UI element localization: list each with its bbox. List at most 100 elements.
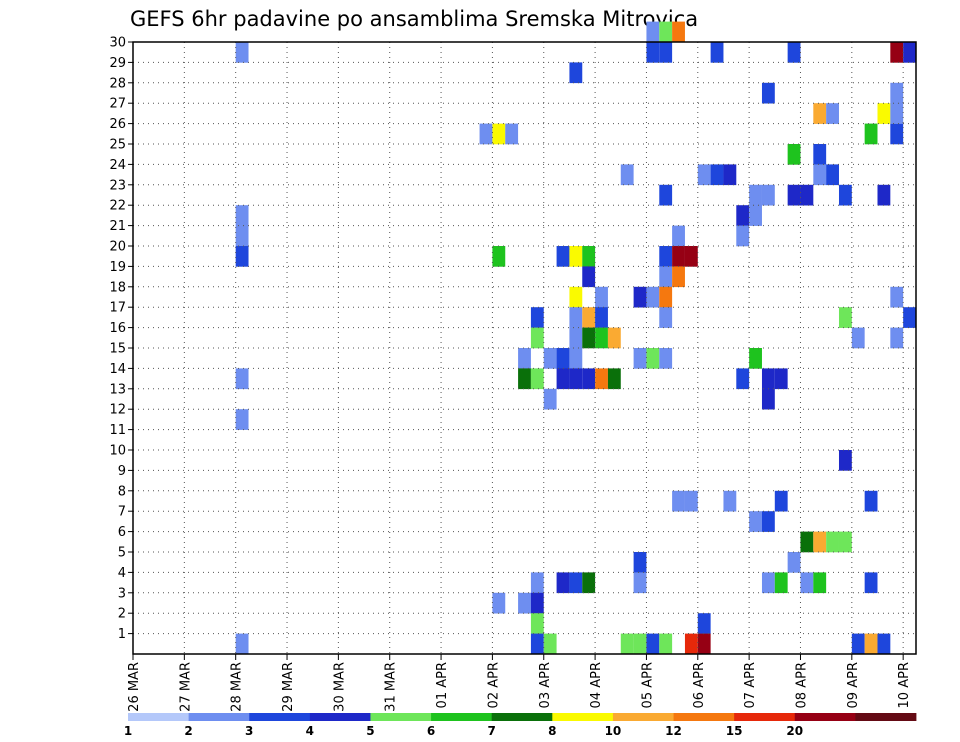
y-tick-label: 15 [109,342,126,357]
cell [903,307,916,328]
colorbar-label: 1 [124,724,132,738]
x-tick-label: 02 APR [486,662,501,708]
colorbar-label: 10 [605,724,622,738]
cell [659,184,673,206]
cell [646,42,660,63]
cell [646,286,660,308]
colorbar-label: 20 [786,724,803,738]
y-tick-label: 12 [109,403,126,418]
cell [492,246,506,267]
y-tick-labels: 1234567891011121314151617181920212223242… [109,36,133,642]
y-tick-label: 22 [109,199,126,214]
y-tick-label: 8 [118,484,126,499]
cell [813,103,827,124]
colorbar-label: 5 [366,724,374,738]
cell [890,42,904,63]
y-tick-label: 27 [109,97,126,112]
cell [530,368,544,390]
cell [569,246,583,267]
cell [749,205,762,226]
cell [518,592,531,614]
x-tick-label: 10 APR [897,662,912,708]
cell [659,348,673,369]
cell [761,511,775,532]
y-tick-label: 11 [109,423,126,438]
cell [659,21,673,43]
cell [582,368,596,390]
colorbar-swatch [794,713,856,721]
y-tick-label: 24 [109,158,126,173]
cell [697,613,711,634]
y-tick-label: 28 [109,76,126,91]
cell [235,409,249,430]
cell [723,164,737,186]
y-tick-label: 25 [109,138,126,153]
cell [684,633,698,655]
cell [530,572,544,594]
cell [903,42,916,63]
cell [813,164,827,186]
colorbar-label: 8 [548,724,556,738]
x-tick-label: 06 APR [692,662,707,708]
cell [787,552,801,573]
y-tick-label: 9 [118,464,126,479]
cell [813,572,827,594]
cell [684,490,698,512]
cell [761,388,775,410]
colorbar-label: 4 [306,724,314,738]
y-tick-label: 10 [109,444,126,459]
y-tick-label: 17 [109,301,126,316]
cell [890,82,904,104]
cell [582,307,596,328]
cell [595,307,608,328]
x-tick-labels: 26 MAR 27 MAR 28 MAR 29 MAR 30 MAR 31 MAR 01 A… [127,654,912,712]
cell [659,246,673,267]
cell [761,368,775,390]
cell [761,82,775,104]
cell [235,633,249,655]
y-tick-label: 20 [109,240,126,255]
cell [659,307,673,328]
grid-layer [133,41,916,654]
cell [710,42,724,63]
cell [569,327,583,349]
y-tick-label: 18 [109,280,126,295]
cell [569,572,583,594]
y-tick-label: 19 [109,260,126,275]
x-tick-label: 01 APR [435,662,450,708]
y-tick-label: 26 [109,117,126,132]
cell [530,592,544,614]
cell [582,246,596,267]
cell [877,103,891,124]
x-tick-label: 30 MAR [332,662,347,712]
cell [235,368,249,390]
cell [838,450,852,471]
y-tick-label: 1 [118,627,126,642]
cell [787,42,801,63]
y-tick-label: 30 [109,36,126,51]
cell [646,348,660,369]
cell [556,348,570,369]
cell [659,266,673,288]
x-tick-label: 03 APR [538,662,553,708]
cell [877,184,891,206]
y-tick-label: 5 [118,546,126,561]
cell [595,286,608,308]
cell [543,388,557,410]
colorbar-label: 2 [184,724,192,738]
cell [774,368,788,390]
cell [774,490,788,512]
cell [235,225,249,247]
cell [877,633,891,655]
cell [890,103,904,124]
cell [556,246,570,267]
y-tick-label: 4 [118,566,126,581]
cell [235,42,249,63]
cell [826,103,839,124]
cell [569,62,583,84]
cell [813,144,827,165]
cell [672,21,685,43]
x-tick-label: 04 APR [589,662,604,708]
cell [672,490,685,512]
